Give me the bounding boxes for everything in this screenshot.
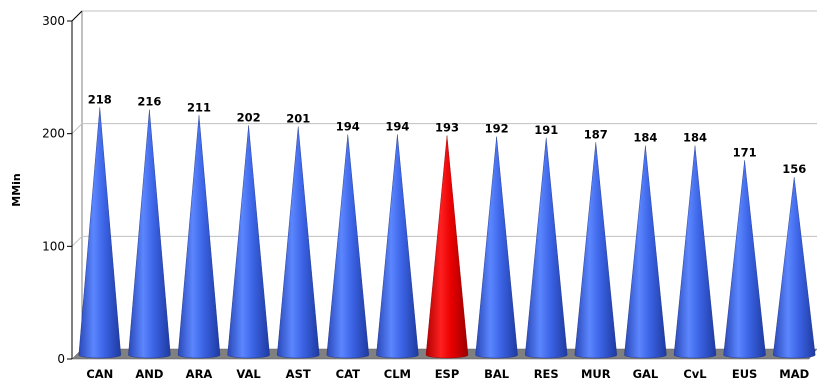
cone-bar-gal	[624, 145, 667, 359]
x-tick-label-val: VAL	[236, 367, 261, 381]
data-labels: 218 216 211 202 201 194 194 193 192 191 187 184 184 1…	[88, 92, 806, 176]
x-tick-label-res: RES	[534, 367, 559, 381]
x-tick-label-ara: ARA	[186, 367, 213, 381]
x-tick-label-ast: AST	[286, 367, 311, 381]
x-tick-label-clm: CLM	[384, 367, 411, 381]
cone-bar-bal	[475, 136, 518, 359]
cone-bar-res	[524, 137, 568, 359]
gridline-side	[71, 123, 83, 135]
cone-bar-can	[78, 107, 122, 359]
cone-body	[772, 177, 816, 359]
cone-body	[624, 145, 667, 359]
data-label-esp: 193	[435, 121, 459, 135]
x-tick-label-and: AND	[135, 367, 163, 381]
x-tick-label-esp: ESP	[435, 367, 460, 381]
gridline-side	[71, 235, 83, 247]
data-label-can: 218	[88, 92, 112, 106]
cone-bar-cat	[326, 134, 370, 359]
x-tick-label-cat: CAT	[336, 367, 360, 381]
data-label-val: 202	[237, 110, 261, 124]
y-tick-labels: 0 100 200 300	[42, 14, 65, 366]
data-label-cvl: 184	[683, 131, 707, 145]
x-tick-label-mad: MAD	[779, 367, 809, 381]
data-label-res: 191	[534, 123, 558, 137]
cone-body	[574, 142, 618, 359]
data-label-eus: 171	[733, 145, 757, 159]
cone-bar-eus	[723, 160, 766, 359]
cone-body	[78, 107, 122, 359]
cone-body	[227, 125, 270, 359]
x-tick-label-eus: EUS	[732, 367, 757, 381]
cone-bar-cvl	[673, 145, 717, 359]
cone-bar-and	[128, 109, 171, 359]
data-label-and: 216	[137, 95, 161, 109]
cone-bar-val	[227, 125, 270, 359]
x-tick-label-cvl: CvL	[683, 367, 707, 381]
cone-body	[673, 145, 717, 359]
cone-bar-ast	[276, 126, 320, 359]
data-label-clm: 194	[385, 119, 409, 133]
data-label-bal: 192	[485, 122, 509, 136]
cone-bar-clm	[376, 134, 419, 359]
data-label-gal: 184	[633, 131, 657, 145]
x-tick-label-mur: MUR	[581, 367, 611, 381]
x-tick-label-gal: GAL	[633, 367, 659, 381]
cone-body	[128, 109, 171, 359]
cone-body	[177, 115, 221, 359]
cone-body	[276, 126, 320, 359]
data-label-cat: 194	[336, 119, 360, 133]
cone-body	[524, 137, 568, 359]
cone-body	[723, 160, 766, 359]
y-tick-label: 200	[42, 127, 65, 141]
cone-body	[376, 134, 419, 359]
cone-bar-mad	[772, 177, 816, 359]
y-tick-label: 100	[42, 239, 65, 253]
y-tick-label: 300	[42, 14, 65, 28]
data-label-ast: 201	[286, 112, 310, 126]
cone-bar-mur	[574, 142, 618, 359]
x-tick-label-bal: BAL	[484, 367, 510, 381]
y-axis-label: MMin	[10, 173, 23, 207]
cone-bar-esp	[425, 135, 469, 359]
cone-body	[326, 134, 370, 359]
x-tick-label-can: CAN	[86, 367, 113, 381]
cone-body	[475, 136, 518, 359]
cone-bars	[78, 107, 816, 359]
y-axis	[67, 10, 83, 360]
y-tick-label: 0	[57, 352, 65, 366]
data-label-ara: 211	[187, 100, 211, 114]
y-axis-top-edge	[71, 10, 83, 22]
cone-body	[425, 135, 469, 359]
x-tick-labels: CAN AND ARA VAL AST CAT CLM ESP BAL RES MUR GAL CvL E…	[86, 367, 809, 381]
data-label-mad: 156	[782, 162, 806, 176]
data-label-mur: 187	[584, 127, 608, 141]
cone-bar-ara	[177, 115, 221, 359]
